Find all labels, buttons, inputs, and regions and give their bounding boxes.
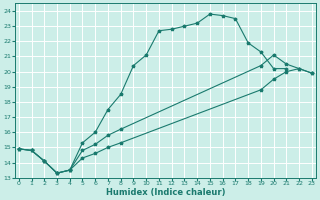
X-axis label: Humidex (Indice chaleur): Humidex (Indice chaleur) [106,188,225,197]
